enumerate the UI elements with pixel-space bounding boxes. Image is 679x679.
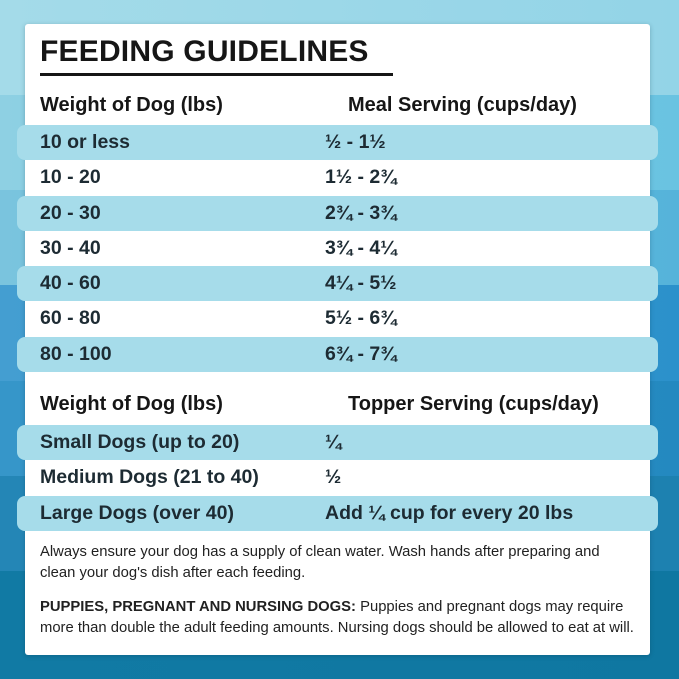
clean-water-note: Always ensure your dog has a supply of c… xyxy=(40,544,600,581)
weight-cell: Large Dogs (over 40) xyxy=(40,501,234,524)
weight-cell: 20 - 30 xyxy=(40,201,101,224)
table-row: 40 - 60 4¼ - 5½ xyxy=(17,266,658,302)
weight-cell: Medium Dogs (21 to 40) xyxy=(40,466,259,489)
table-row: 10 or less ½ - 1½ xyxy=(17,125,658,161)
weight-cell: 60 - 80 xyxy=(40,307,101,330)
table-row: Large Dogs (over 40) Add ¼ cup for every … xyxy=(17,495,658,531)
table-row: 60 - 80 5½ - 6¾ xyxy=(17,301,658,336)
meal-serving-table: 10 or less ½ - 1½ 10 - 20 1½ - 2¾ 20 - 30 2¾ … xyxy=(17,125,658,372)
serving-cell: 3¾ - 4¼ xyxy=(325,236,397,259)
weight-cell: 10 or less xyxy=(40,131,130,154)
meal-weight-column-header: Weight of Dog (lbs) xyxy=(40,94,223,116)
puppies-note-text: Puppies and pregnant dogs may require mo… xyxy=(40,599,634,636)
table-row: 80 - 100 6¾ - 7¾ xyxy=(17,336,658,372)
page-title: FEEDING GUIDELINES xyxy=(40,35,369,68)
weight-cell: 30 - 40 xyxy=(40,236,101,259)
topper-serving-table: Small Dogs (up to 20) ¼ Medium Dogs (21 to… xyxy=(17,425,658,531)
table-row: Small Dogs (up to 20) ¼ xyxy=(17,425,658,461)
serving-cell: 4¼ - 5½ xyxy=(325,272,397,295)
serving-cell: ½ - 1½ xyxy=(325,131,386,154)
table-row: 10 - 20 1½ - 2¾ xyxy=(17,160,658,195)
meal-table-header: Weight of Dog (lbs) Meal Serving (cups/d… xyxy=(25,94,650,122)
serving-cell: 1½ - 2¾ xyxy=(325,166,397,189)
serving-cell: ¼ xyxy=(325,431,342,454)
table-row: 20 - 30 2¾ - 3¾ xyxy=(17,195,658,231)
serving-cell: Add ¼ cup for every 20 lbs xyxy=(325,501,574,524)
title-underline xyxy=(40,73,393,76)
footnotes: Always ensure your dog has a supply of c… xyxy=(40,542,638,639)
serving-cell: 2¾ - 3¾ xyxy=(325,201,397,224)
serving-cell: 6¾ - 7¾ xyxy=(325,342,397,365)
serving-cell: ½ xyxy=(325,466,342,489)
weight-cell: Small Dogs (up to 20) xyxy=(40,431,240,454)
weight-cell: 10 - 20 xyxy=(40,166,101,189)
table-row: 30 - 40 3¾ - 4¼ xyxy=(17,231,658,266)
weight-cell: 40 - 60 xyxy=(40,272,101,295)
meal-serving-column-header: Meal Serving (cups/day) xyxy=(348,94,577,116)
table-row: Medium Dogs (21 to 40) ½ xyxy=(17,460,658,495)
topper-serving-column-header: Topper Serving (cups/day) xyxy=(348,393,599,415)
serving-cell: 5½ - 6¾ xyxy=(325,307,397,330)
weight-cell: 80 - 100 xyxy=(40,342,112,365)
topper-table-header: Weight of Dog (lbs) Topper Serving (cups… xyxy=(25,393,650,421)
puppies-note: PUPPIES, PREGNANT AND NURSING DOGS: Pupp… xyxy=(40,597,638,639)
topper-weight-column-header: Weight of Dog (lbs) xyxy=(40,393,223,415)
puppies-note-label: PUPPIES, PREGNANT AND NURSING DOGS: xyxy=(40,599,356,615)
feeding-guidelines-card: FEEDING GUIDELINES Weight of Dog (lbs) M… xyxy=(17,24,658,655)
